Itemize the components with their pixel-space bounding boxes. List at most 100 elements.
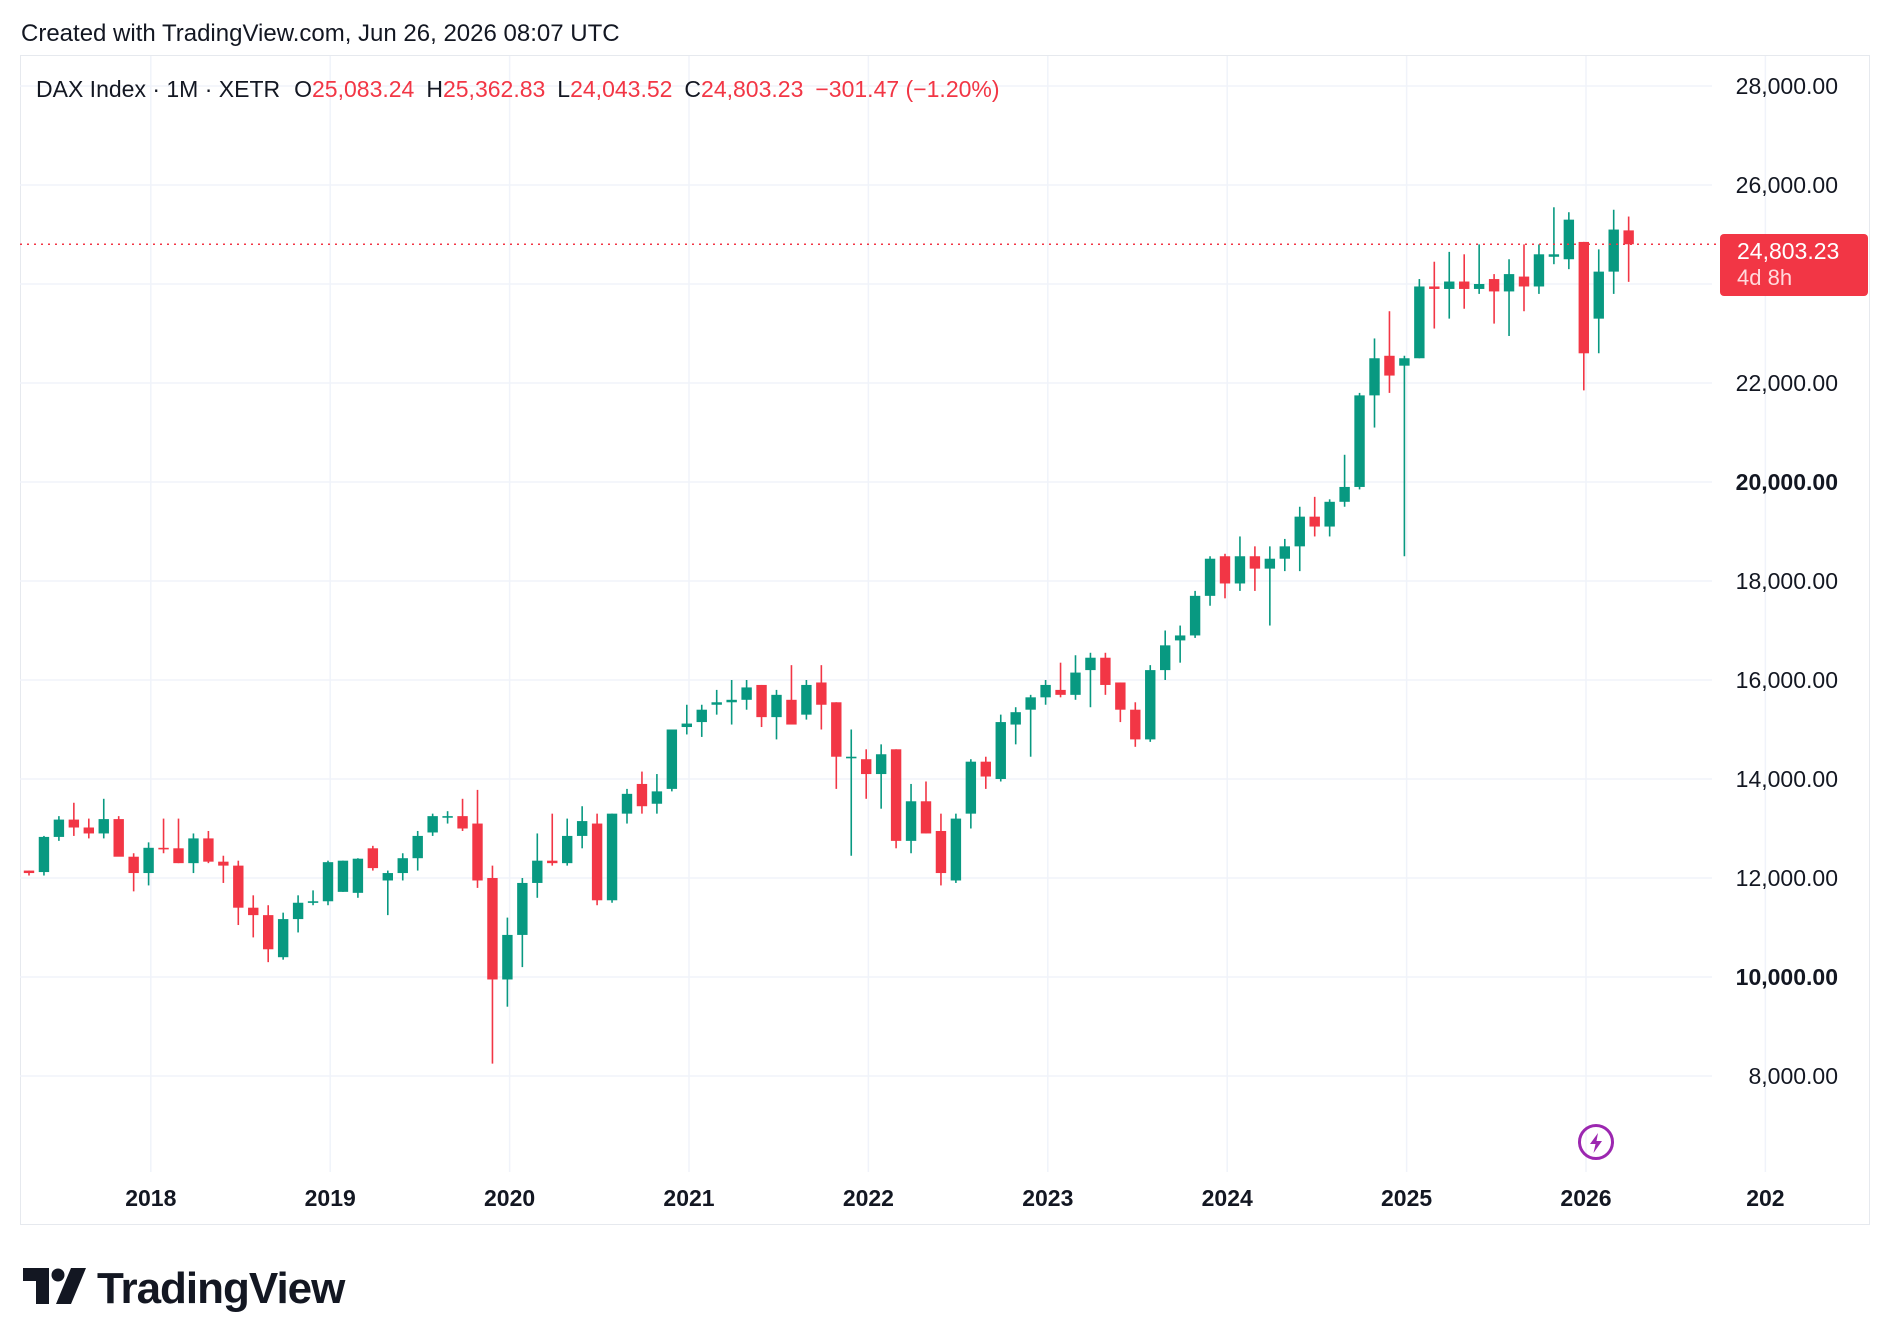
candle[interactable]: [1294, 506, 1305, 572]
lightning-bolt-icon[interactable]: [1578, 1124, 1614, 1160]
candle[interactable]: [1608, 209, 1619, 294]
candle[interactable]: [1369, 338, 1380, 428]
candle[interactable]: [1503, 259, 1515, 336]
candle[interactable]: [532, 833, 543, 898]
candle[interactable]: [1264, 546, 1276, 626]
candle[interactable]: [517, 878, 528, 968]
candle[interactable]: [1384, 311, 1395, 393]
candle[interactable]: [158, 818, 169, 854]
candle[interactable]: [1055, 662, 1066, 698]
candle[interactable]: [322, 860, 334, 906]
candle[interactable]: [98, 798, 109, 839]
candle[interactable]: [1249, 546, 1261, 591]
candle[interactable]: [248, 895, 259, 938]
candle[interactable]: [1279, 538, 1290, 572]
candle[interactable]: [771, 689, 782, 740]
candle[interactable]: [651, 774, 663, 814]
candle[interactable]: [935, 813, 947, 886]
candle[interactable]: [1219, 553, 1231, 599]
candle[interactable]: [1160, 630, 1171, 681]
candle[interactable]: [1309, 496, 1320, 537]
candle[interactable]: [233, 860, 244, 926]
candle[interactable]: [1518, 244, 1530, 312]
candle[interactable]: [995, 714, 1006, 782]
candle[interactable]: [1354, 392, 1365, 490]
candle[interactable]: [352, 858, 364, 898]
candle[interactable]: [1459, 254, 1470, 309]
candle[interactable]: [83, 818, 94, 839]
candle[interactable]: [427, 813, 438, 836]
candle[interactable]: [801, 680, 812, 720]
candle[interactable]: [1414, 279, 1425, 359]
candle[interactable]: [636, 771, 648, 814]
candle[interactable]: [606, 813, 618, 903]
symbol-name[interactable]: DAX Index · 1M · XETR: [36, 76, 281, 102]
candle[interactable]: [621, 788, 633, 824]
candle[interactable]: [741, 680, 752, 710]
candle[interactable]: [53, 816, 65, 841]
candle[interactable]: [950, 813, 962, 883]
candle[interactable]: [307, 890, 319, 906]
candle[interactable]: [113, 816, 124, 857]
symbol-legend[interactable]: DAX Index · 1M · XETR O25,083.24 H25,362.8…: [36, 76, 1000, 103]
chart-frame[interactable]: [20, 55, 1870, 1225]
candle[interactable]: [1488, 274, 1500, 324]
candle[interactable]: [547, 813, 558, 866]
candle[interactable]: [263, 905, 274, 963]
candle[interactable]: [337, 860, 349, 892]
candle[interactable]: [203, 830, 214, 864]
candle[interactable]: [1145, 665, 1156, 742]
candle[interactable]: [188, 833, 199, 874]
candle[interactable]: [1593, 249, 1604, 354]
candle[interactable]: [1025, 694, 1036, 757]
candle[interactable]: [1189, 590, 1201, 638]
candle[interactable]: [666, 729, 678, 792]
candle[interactable]: [681, 704, 692, 735]
candle[interactable]: [1070, 655, 1081, 700]
candle[interactable]: [1100, 652, 1111, 695]
candle[interactable]: [1429, 261, 1440, 329]
candle[interactable]: [173, 818, 184, 864]
candle[interactable]: [861, 749, 872, 799]
candle[interactable]: [816, 665, 827, 730]
candle[interactable]: [905, 783, 917, 854]
candle[interactable]: [1234, 536, 1246, 591]
candle[interactable]: [1563, 212, 1575, 270]
candle[interactable]: [68, 802, 80, 836]
candle[interactable]: [576, 806, 588, 849]
candle[interactable]: [965, 759, 977, 829]
candle[interactable]: [502, 917, 513, 1007]
candle[interactable]: [1085, 652, 1096, 708]
candle[interactable]: [472, 789, 483, 888]
candle[interactable]: [1174, 625, 1186, 663]
candle[interactable]: [591, 813, 603, 906]
candle[interactable]: [696, 704, 707, 737]
candle[interactable]: [487, 865, 498, 1064]
candle[interactable]: [292, 895, 304, 933]
candle[interactable]: [726, 680, 737, 725]
candle[interactable]: [23, 870, 35, 876]
candle[interactable]: [890, 749, 902, 849]
candle[interactable]: [412, 830, 423, 871]
candle[interactable]: [1339, 454, 1350, 507]
candle[interactable]: [218, 855, 229, 883]
candle[interactable]: [1115, 682, 1126, 723]
candle[interactable]: [143, 842, 154, 886]
candle[interactable]: [1010, 707, 1021, 745]
candle[interactable]: [442, 811, 453, 824]
candle[interactable]: [1130, 702, 1141, 747]
candle[interactable]: [1040, 680, 1051, 705]
candle[interactable]: [1578, 241, 1589, 391]
candle[interactable]: [382, 870, 393, 916]
candle[interactable]: [875, 744, 887, 809]
candle[interactable]: [786, 665, 797, 725]
candle[interactable]: [756, 684, 767, 728]
candle[interactable]: [831, 702, 842, 789]
candle[interactable]: [128, 853, 139, 892]
candle[interactable]: [920, 781, 932, 834]
candle[interactable]: [711, 689, 722, 715]
candle[interactable]: [1444, 251, 1455, 319]
candle[interactable]: [277, 912, 289, 960]
candle[interactable]: [1623, 216, 1634, 282]
